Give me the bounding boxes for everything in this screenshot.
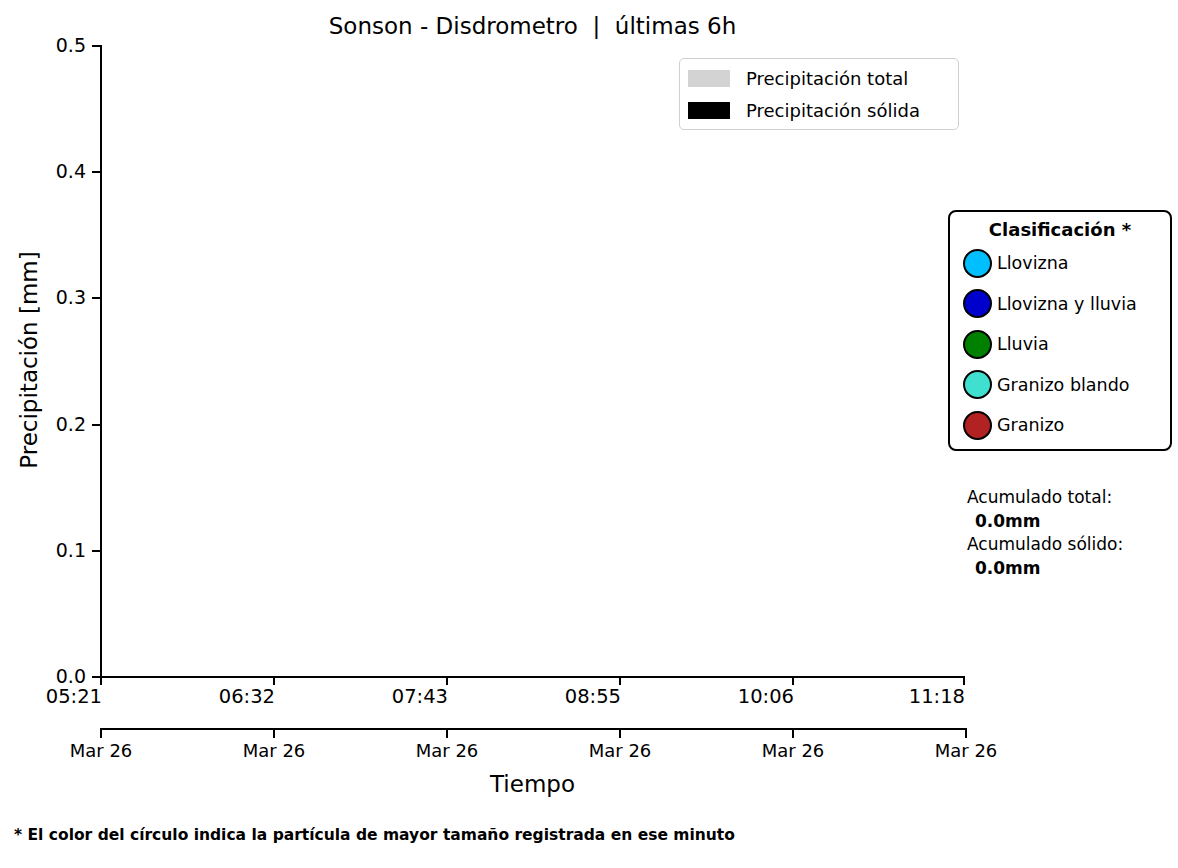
x-tick-label-time: 08:55	[491, 686, 621, 707]
accumulated-solid-label: Acumulado sólido:	[967, 533, 1123, 557]
date-tick	[792, 730, 794, 738]
granizo-blando-circle-icon	[963, 370, 992, 399]
date-tick	[446, 730, 448, 738]
accumulated-totals: Acumulado total: 0.0mm Acumulado sólido:…	[967, 486, 1123, 580]
chart-canvas: Sonson - Disdrometro | últimas 6h 0.5 0.…	[0, 0, 1178, 868]
y-tick-label: 0.0	[24, 667, 86, 686]
x-tick-label-time: 07:43	[318, 686, 448, 707]
x-tick	[446, 677, 448, 685]
y-tick	[92, 171, 100, 173]
bar-legend: Precipitación total Precipitación sólida	[679, 58, 959, 130]
y-tick-label: 0.4	[24, 162, 86, 181]
date-axis-spine	[100, 728, 967, 730]
footnote: * El color del círculo indica la partícu…	[14, 826, 735, 844]
y-tick	[92, 297, 100, 299]
y-tick-label: 0.5	[24, 36, 86, 55]
plot-area	[100, 45, 965, 678]
total-precipitation-swatch-icon	[688, 70, 730, 87]
classification-legend-title: Clasificación *	[950, 219, 1170, 240]
x-tick	[273, 677, 275, 685]
date-tick	[619, 730, 621, 738]
y-axis-label: Precipitación [mm]	[16, 251, 42, 468]
y-tick	[92, 676, 100, 678]
classification-item-granizo: Granizo	[950, 405, 1170, 446]
bar-legend-item-total: Precipitación total	[680, 64, 958, 92]
accumulated-total-label: Acumulado total:	[967, 486, 1123, 510]
y-tick	[92, 45, 100, 47]
x-tick	[963, 677, 965, 685]
x-tick-label-time: 11:18	[835, 686, 965, 707]
date-tick	[965, 730, 967, 738]
classification-item-llovizna-y-lluvia: Llovizna y lluvia	[950, 284, 1170, 325]
classification-label: Granizo blando	[997, 375, 1130, 395]
x-tick-label-date: Mar 26	[377, 741, 517, 761]
classification-label: Llovizna y lluvia	[997, 294, 1137, 314]
x-axis-label: Tiempo	[100, 771, 965, 797]
bar-legend-label: Precipitación total	[746, 68, 908, 89]
x-tick	[619, 677, 621, 685]
x-tick-label-time: 05:21	[0, 686, 102, 707]
solid-precipitation-swatch-icon	[688, 102, 730, 119]
accumulated-total-value: 0.0mm	[967, 510, 1123, 534]
bar-legend-item-solid: Precipitación sólida	[680, 96, 958, 124]
llovizna-y-lluvia-circle-icon	[963, 289, 992, 318]
x-tick-label-time: 06:32	[145, 686, 275, 707]
granizo-circle-icon	[963, 411, 992, 440]
date-tick	[100, 730, 102, 738]
classification-label: Granizo	[997, 415, 1064, 435]
classification-item-granizo-blando: Granizo blando	[950, 365, 1170, 406]
x-tick-label-date: Mar 26	[204, 741, 344, 761]
y-tick	[92, 424, 100, 426]
llovizna-circle-icon	[963, 249, 992, 278]
classification-item-llovizna: Llovizna	[950, 243, 1170, 284]
chart-title: Sonson - Disdrometro | últimas 6h	[100, 13, 965, 39]
x-tick-label-date: Mar 26	[723, 741, 863, 761]
classification-label: Llovizna	[997, 253, 1069, 273]
classification-label: Lluvia	[997, 334, 1049, 354]
x-tick-label-date: Mar 26	[550, 741, 690, 761]
bar-legend-label: Precipitación sólida	[746, 100, 920, 121]
classification-legend: Clasificación * Llovizna Llovizna y lluv…	[948, 210, 1172, 451]
classification-legend-rows: Llovizna Llovizna y lluvia Lluvia Graniz…	[950, 243, 1170, 446]
classification-item-lluvia: Lluvia	[950, 324, 1170, 365]
x-tick-label-date: Mar 26	[896, 741, 1036, 761]
x-tick	[792, 677, 794, 685]
y-tick	[92, 550, 100, 552]
lluvia-circle-icon	[963, 330, 992, 359]
x-tick	[100, 677, 102, 685]
date-tick	[273, 730, 275, 738]
x-tick-label-time: 10:06	[664, 686, 794, 707]
x-tick-label-date: Mar 26	[31, 741, 171, 761]
accumulated-solid-value: 0.0mm	[967, 557, 1123, 581]
y-tick-label: 0.1	[24, 541, 86, 560]
